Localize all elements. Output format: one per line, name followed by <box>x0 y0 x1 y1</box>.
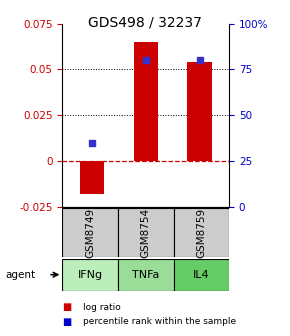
Bar <box>187 62 212 161</box>
Text: TNFa: TNFa <box>132 270 160 280</box>
Bar <box>118 259 173 291</box>
Bar <box>173 208 229 257</box>
Bar <box>62 208 118 257</box>
Text: GSM8749: GSM8749 <box>85 208 95 258</box>
Text: ■: ■ <box>62 302 72 312</box>
Bar <box>62 259 118 291</box>
Bar <box>173 259 229 291</box>
Bar <box>134 42 158 161</box>
Text: IFNg: IFNg <box>78 270 103 280</box>
Text: agent: agent <box>6 270 36 280</box>
Bar <box>118 208 173 257</box>
Text: log ratio: log ratio <box>83 303 120 312</box>
Text: GSM8754: GSM8754 <box>141 208 151 258</box>
Text: ■: ■ <box>62 317 72 327</box>
Text: GSM8759: GSM8759 <box>196 208 206 258</box>
Text: percentile rank within the sample: percentile rank within the sample <box>83 318 236 326</box>
Text: GDS498 / 32237: GDS498 / 32237 <box>88 15 202 29</box>
Bar <box>80 161 104 194</box>
Text: IL4: IL4 <box>193 270 210 280</box>
